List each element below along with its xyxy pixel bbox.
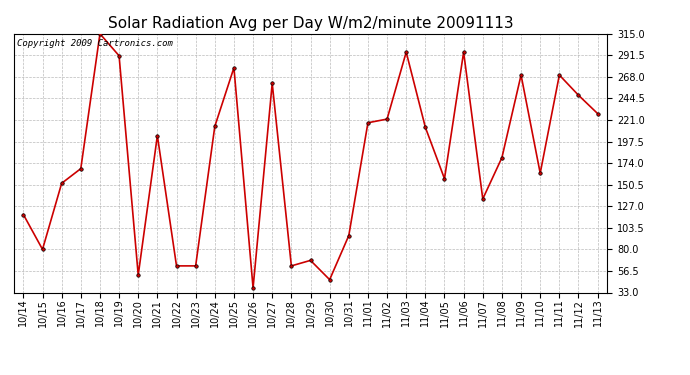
- Title: Solar Radiation Avg per Day W/m2/minute 20091113: Solar Radiation Avg per Day W/m2/minute …: [108, 16, 513, 31]
- Text: Copyright 2009 Cartronics.com: Copyright 2009 Cartronics.com: [17, 39, 172, 48]
